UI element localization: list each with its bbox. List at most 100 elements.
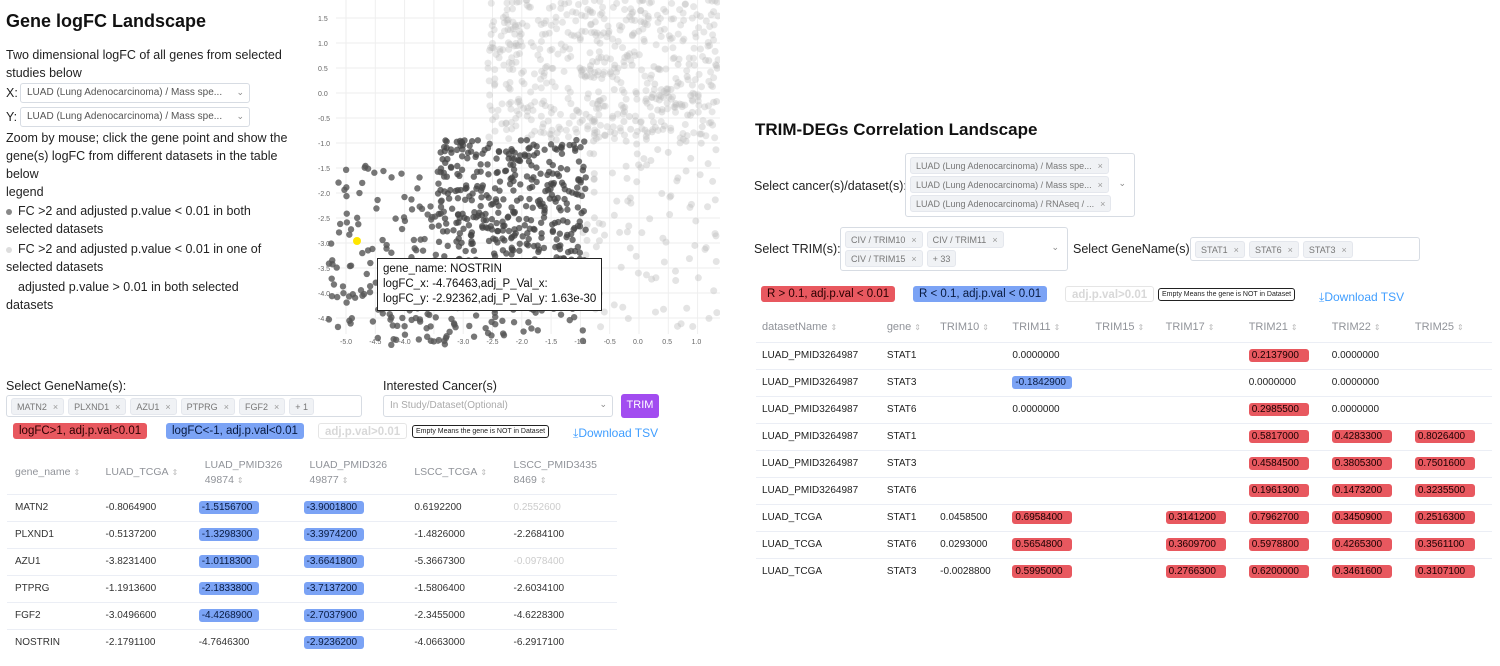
gene-point[interactable] [697,139,705,147]
gene-point[interactable] [691,76,699,84]
gene-point[interactable] [454,170,461,178]
gene-point[interactable] [516,101,524,109]
gene-point[interactable] [501,27,509,35]
gene-point[interactable] [669,93,677,101]
table-row[interactable]: AZU1 -3.8231400 -1.0118300 -3.6641800 -5.366… [7,547,617,575]
gene-point[interactable] [566,141,573,149]
table-row[interactable]: LUAD_PMID3264987 STAT3 0.4584500 0.3805300 0… [756,449,1492,477]
gene-point[interactable] [549,170,556,177]
gene-point[interactable] [672,108,680,116]
gene-point[interactable] [502,119,510,127]
gene-point[interactable] [656,66,664,74]
gene-point[interactable] [508,246,516,253]
gene-point[interactable] [632,131,640,139]
gene-point[interactable] [619,104,627,112]
gene-point[interactable] [662,8,670,16]
gene-point[interactable] [530,70,538,78]
gene-point[interactable] [630,48,638,56]
gene-point[interactable] [611,42,619,50]
table-row[interactable]: LUAD_TCGA STAT3 -0.0028800 0.5995000 0.27663… [756,557,1492,585]
gene-point[interactable] [515,95,523,103]
gene-point[interactable] [623,228,631,236]
gene-point[interactable] [652,41,660,49]
gene-point[interactable] [587,67,595,75]
gene-point[interactable] [497,32,505,40]
gene-point[interactable] [691,29,699,37]
gene-point[interactable] [643,79,651,87]
column-header[interactable]: LSCC_TCGA ⇕ [406,452,505,494]
gene-point[interactable] [638,66,646,74]
gene-point[interactable] [518,69,526,77]
gene-point[interactable] [660,87,668,95]
gene-point[interactable] [343,299,350,306]
gene-point[interactable] [441,341,449,348]
gene-point[interactable] [689,89,697,97]
gene-point[interactable] [629,8,637,16]
gene-point[interactable] [564,54,572,62]
gene-point[interactable] [573,107,581,115]
gene-point[interactable] [533,178,540,186]
gene-point[interactable] [557,0,565,7]
gene-point[interactable] [522,202,530,210]
gene-point[interactable] [506,41,514,49]
gene-point[interactable] [450,227,457,234]
gene-point[interactable] [508,54,516,62]
gene-point[interactable] [465,222,473,229]
gene-point[interactable] [486,102,494,110]
gene-point[interactable] [633,127,641,135]
gene-point[interactable] [709,121,717,129]
close-icon[interactable]: × [1233,245,1239,255]
gene-point[interactable] [584,125,592,133]
gene-point[interactable] [660,5,668,13]
gene-point[interactable] [490,44,498,52]
gene-point[interactable] [527,102,535,110]
gene-point[interactable] [553,236,560,243]
gene-point[interactable] [558,144,565,152]
gene-point[interactable] [386,310,393,318]
gene-chip[interactable]: STAT1 × [1195,241,1245,258]
gene-point[interactable] [516,247,523,254]
gene-point[interactable] [511,232,518,239]
gene-point[interactable] [654,65,662,73]
gene-point[interactable] [525,319,532,326]
gene-point[interactable] [665,93,673,101]
gene-point[interactable] [568,189,576,196]
gene-point[interactable] [529,204,536,211]
gene-point[interactable] [623,174,631,182]
close-icon[interactable]: × [1287,245,1293,255]
gene-point[interactable] [653,11,661,19]
gene-point[interactable] [537,128,545,136]
gene-point[interactable] [695,24,703,32]
gene-point[interactable] [677,80,685,88]
gene-point[interactable] [439,156,446,163]
gene-point[interactable] [579,166,587,174]
gene-point[interactable] [647,71,655,79]
gene-point[interactable] [670,54,678,62]
gene-point[interactable] [492,236,499,243]
gene-point[interactable] [702,132,710,140]
gene-point[interactable] [590,137,598,145]
gene-point[interactable] [501,167,509,175]
gene-point[interactable] [582,174,589,181]
gene-point[interactable] [512,58,520,66]
gene-point[interactable] [592,135,600,143]
gene-point[interactable] [626,194,634,202]
gene-point[interactable] [662,65,670,73]
gene-point[interactable] [674,60,682,68]
sort-icon[interactable]: ⇕ [480,468,488,478]
gene-point[interactable] [586,7,594,15]
gene-point[interactable] [508,5,516,13]
gene-point[interactable] [523,107,531,115]
gene-point[interactable] [579,66,587,74]
gene-point[interactable] [596,96,604,104]
gene-point[interactable] [510,187,517,194]
gene-point[interactable] [714,56,720,64]
gene-point[interactable] [707,11,715,19]
gene-point[interactable] [573,136,580,144]
gene-point[interactable] [710,74,718,82]
gene-point[interactable] [454,162,461,170]
gene-point[interactable] [502,11,510,19]
close-icon[interactable]: × [1100,199,1106,209]
gene-point[interactable] [489,44,497,52]
gene-point[interactable] [582,251,590,259]
